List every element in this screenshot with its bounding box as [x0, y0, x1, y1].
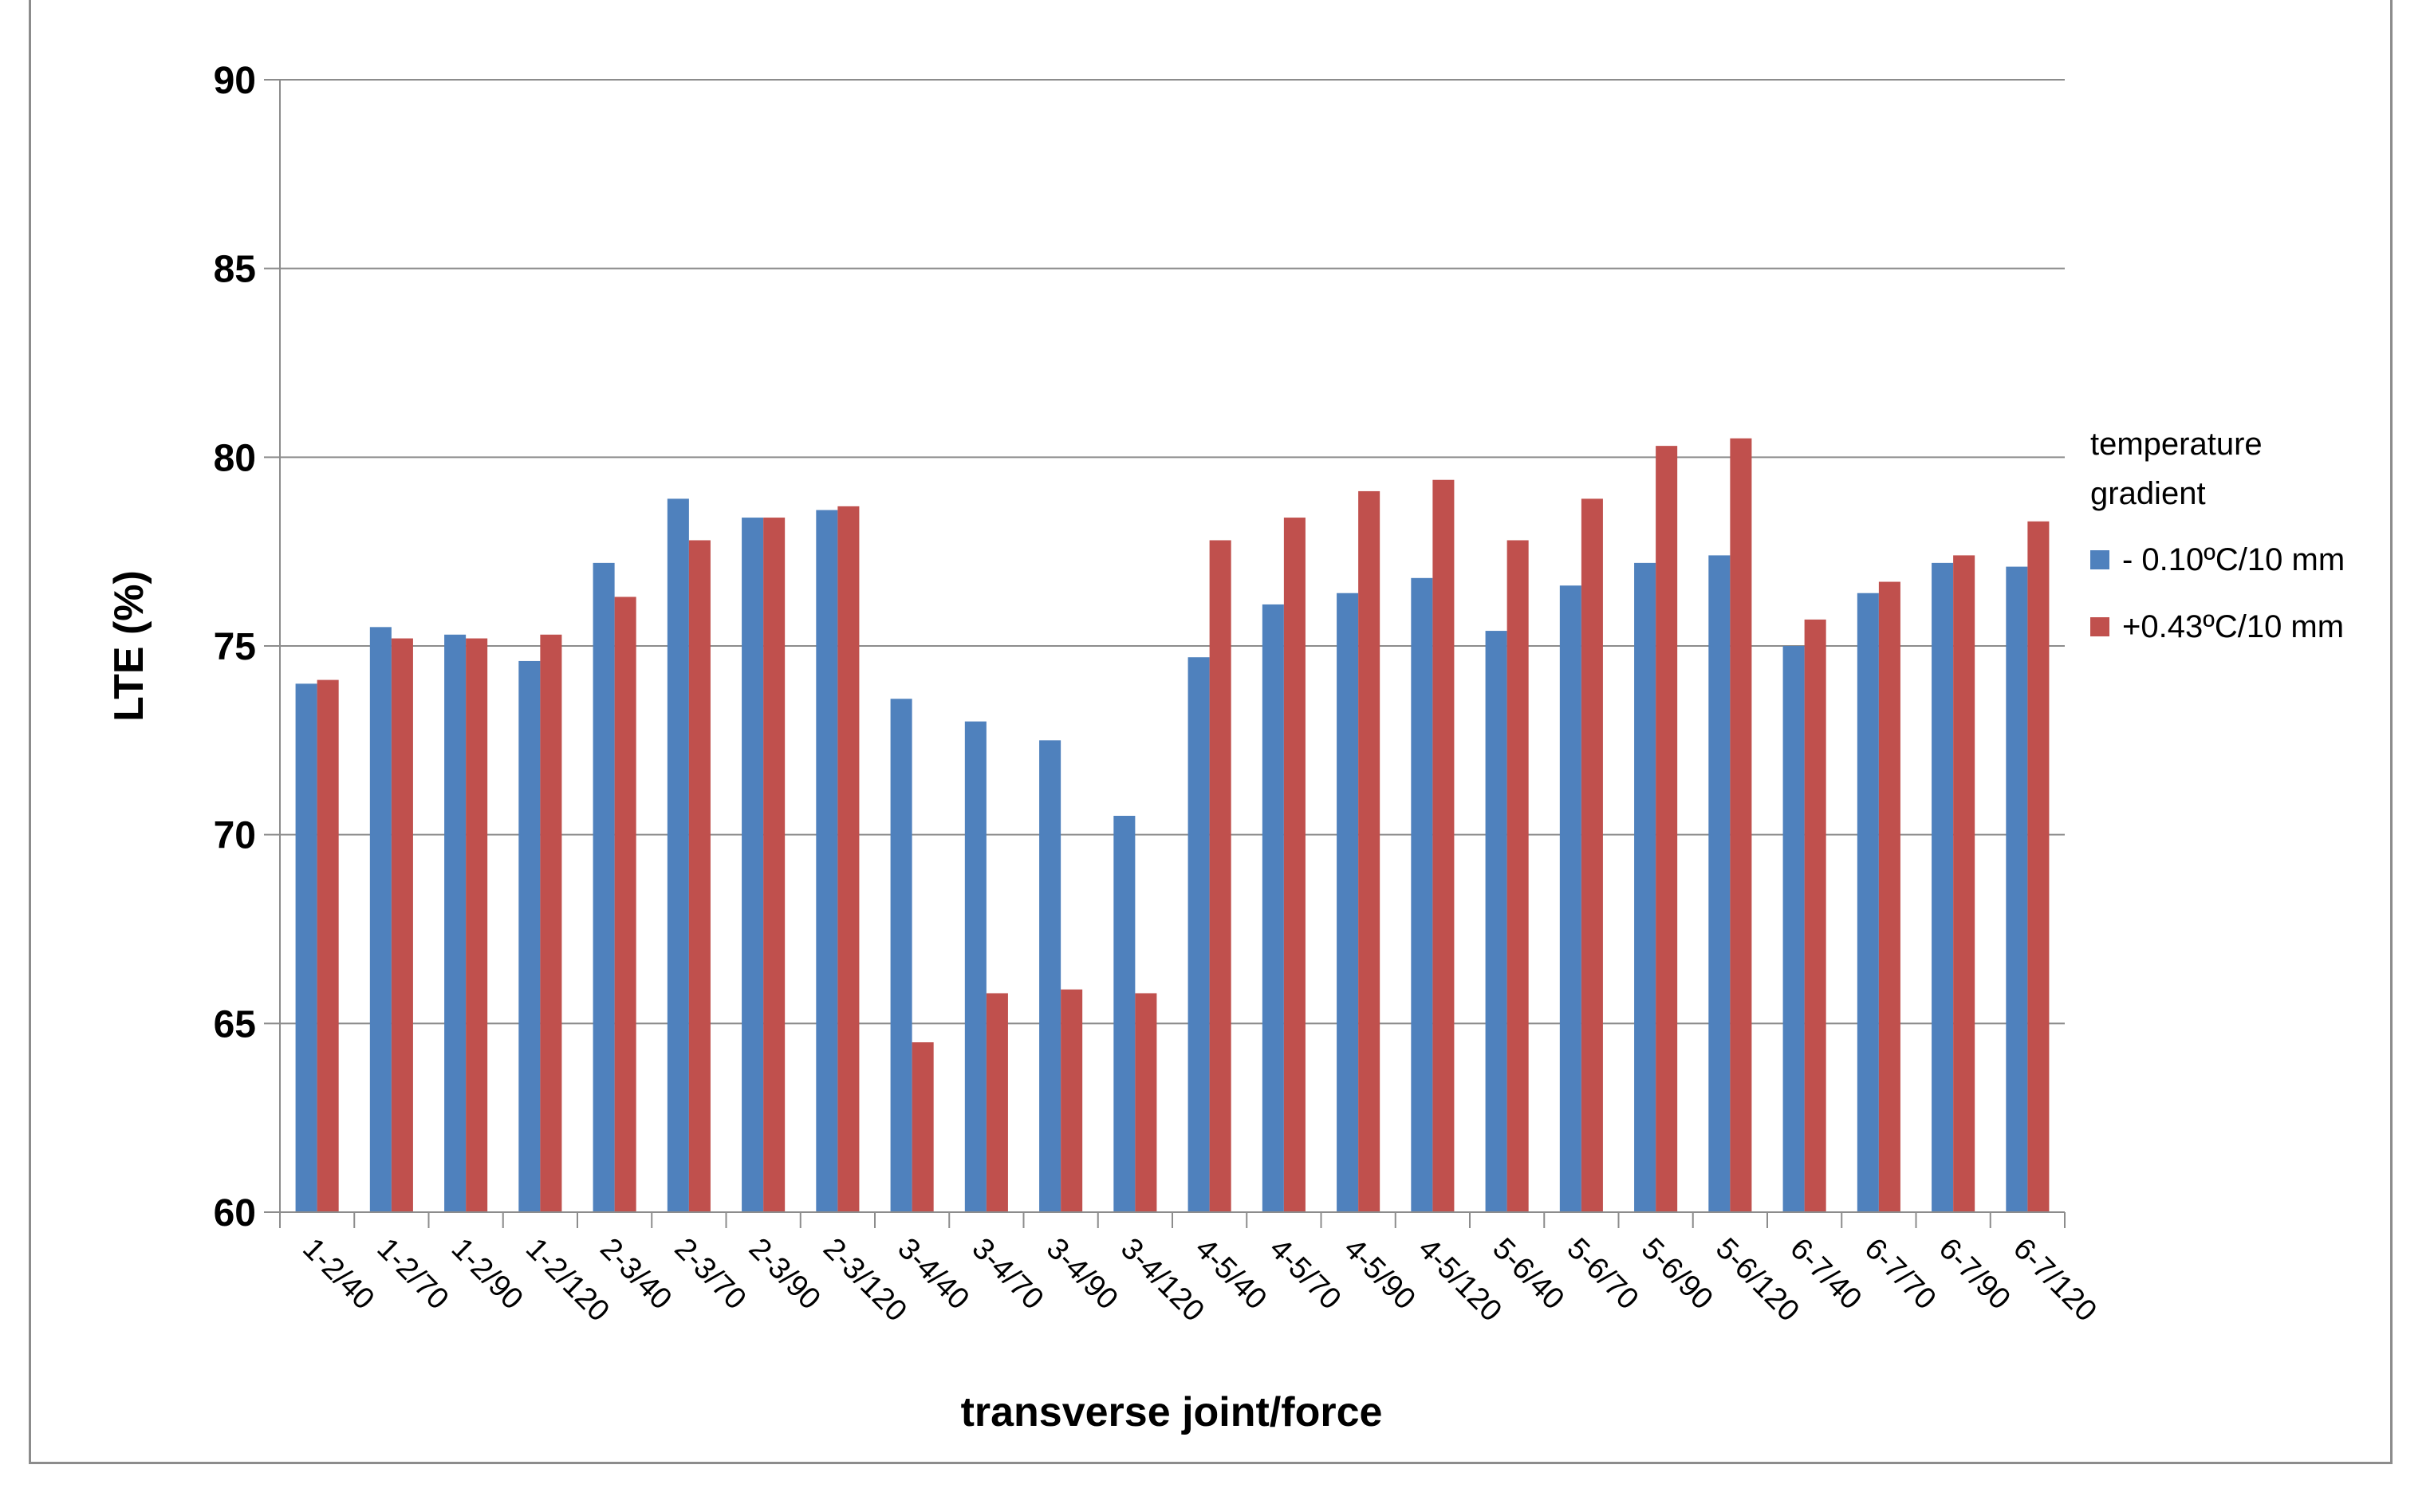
- x-tick-label: 5-6/120: [1709, 1232, 1806, 1329]
- x-tick-label: 6-7/70: [1858, 1232, 1943, 1317]
- bar-series-2: [1209, 540, 1231, 1212]
- bar-series-2: [986, 993, 1008, 1212]
- bar-series-2: [1506, 540, 1529, 1212]
- bar-series-2: [1656, 446, 1678, 1212]
- bar-series-1: [1262, 604, 1284, 1212]
- y-tick-label: 80: [214, 437, 256, 479]
- bars: [295, 438, 2050, 1212]
- y-tick-label: 90: [214, 60, 256, 102]
- gridlines: [264, 79, 2065, 1213]
- bar-series-2: [912, 1042, 934, 1212]
- bar-series-1: [1782, 646, 1805, 1212]
- bar-series-2: [466, 638, 488, 1212]
- bar-series-2: [2027, 521, 2050, 1212]
- bar-series-2: [1804, 619, 1826, 1212]
- x-tick-label: 2-3/90: [742, 1232, 827, 1317]
- legend-title-line-2: gradient: [2090, 476, 2206, 511]
- bar-series-1: [1337, 593, 1359, 1212]
- bar-series-2: [1581, 498, 1603, 1212]
- bar-series-2: [688, 540, 711, 1212]
- bar-series-1: [593, 562, 615, 1212]
- bar-chart: 60 65 70 75 80 85 90 1-2/401-2/701-2/901-2/120…: [106, 60, 2345, 1435]
- x-tick-label: 1-2/120: [519, 1232, 616, 1329]
- bar-series-1: [369, 627, 392, 1212]
- x-tick-label: 3-4/70: [966, 1232, 1050, 1317]
- y-axis-title: LTE (%): [106, 570, 152, 722]
- bar-series-1: [742, 518, 764, 1212]
- x-tick-label: 6-7/90: [1932, 1232, 2017, 1317]
- bar-series-1: [1634, 562, 1656, 1212]
- x-axis-title: transverse joint/force: [961, 1389, 1383, 1435]
- x-tick-label: 4-5/120: [1412, 1232, 1508, 1329]
- bar-series-1: [295, 683, 317, 1212]
- chart-frame: 60 65 70 75 80 85 90 1-2/40 1-2/70 1-2/90 1-2/120…: [29, 0, 2393, 1464]
- bar-series-1: [890, 699, 912, 1212]
- bar-series-1: [1187, 657, 1210, 1212]
- bar-series-1: [1113, 816, 1136, 1212]
- x-tick-label: 5-6/70: [1561, 1232, 1645, 1317]
- bar-series-2: [1358, 490, 1380, 1212]
- legend-swatch-series-1: [2090, 550, 2109, 569]
- y-tick-label: 65: [214, 1003, 256, 1045]
- bar-series-1: [1485, 631, 1507, 1212]
- legend-label-series-2: +0.43ºC/10 mm: [2122, 609, 2344, 644]
- axes: [279, 80, 2066, 1228]
- x-tick-label: 2-3/120: [817, 1232, 913, 1329]
- x-tick-label: 2-3/70: [668, 1232, 753, 1317]
- bar-series-2: [1135, 993, 1157, 1212]
- bar-series-2: [1878, 581, 1900, 1212]
- bar-series-1: [1932, 562, 1954, 1212]
- bar-series-1: [1708, 555, 1731, 1212]
- x-tick-label: 4-5/70: [1263, 1232, 1348, 1317]
- x-tick-label: 1-2/40: [296, 1232, 380, 1317]
- legend-title-line-1: temperature: [2090, 427, 2263, 462]
- x-tick-label: 5-6/90: [1635, 1232, 1719, 1317]
- bar-series-2: [391, 638, 413, 1212]
- bar-series-2: [317, 679, 339, 1212]
- bar-series-2: [1730, 438, 1752, 1212]
- x-tick-label: 4-5/90: [1337, 1232, 1422, 1317]
- bar-series-2: [540, 634, 562, 1212]
- legend-swatch-series-2: [2090, 617, 2109, 636]
- bar-series-1: [1411, 577, 1433, 1212]
- x-tick-label: 6-7/120: [2007, 1232, 2103, 1329]
- x-tick-labels: 1-2/401-2/701-2/901-2/1202-3/402-3/702-3…: [296, 1232, 2103, 1329]
- bar-series-1: [964, 721, 987, 1212]
- x-tick-label: 3-4/90: [1040, 1232, 1124, 1317]
- bar-series-2: [1953, 555, 1975, 1212]
- y-tick-label: 70: [214, 815, 256, 857]
- bar-series-1: [444, 634, 467, 1212]
- x-tick-label: 1-2/90: [445, 1232, 530, 1317]
- bar-series-2: [1283, 518, 1306, 1212]
- y-tick-labels: 60 65 70 75 80 85 90: [214, 60, 256, 1234]
- bar-series-2: [837, 506, 860, 1212]
- legend-label-series-1: - 0.10ºC/10 mm: [2122, 542, 2345, 577]
- y-tick-label: 60: [214, 1192, 256, 1234]
- bar-series-1: [667, 498, 689, 1212]
- bar-series-2: [1432, 479, 1455, 1212]
- legend: temperature gradient - 0.10ºC/10 mm +0.4…: [2090, 427, 2345, 644]
- bar-series-2: [1061, 989, 1083, 1212]
- bar-series-1: [518, 660, 541, 1212]
- bar-series-1: [816, 510, 838, 1212]
- bar-series-1: [2006, 566, 2028, 1212]
- bar-series-1: [1857, 593, 1879, 1212]
- bar-series-2: [763, 518, 786, 1212]
- x-tick-label: 3-4/120: [1114, 1232, 1211, 1329]
- x-tick-label: 1-2/70: [371, 1232, 455, 1317]
- y-tick-label: 85: [214, 249, 256, 291]
- bar-series-1: [1559, 585, 1581, 1212]
- y-tick-label: 75: [214, 626, 256, 668]
- bar-series-2: [614, 597, 636, 1212]
- bar-series-1: [1039, 740, 1061, 1212]
